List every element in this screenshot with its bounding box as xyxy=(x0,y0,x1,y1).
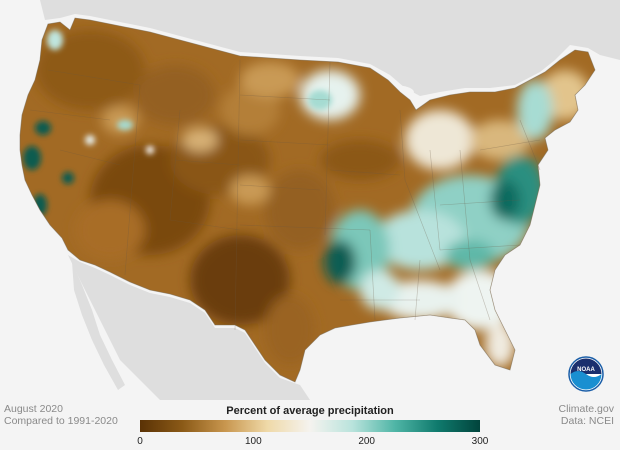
credits: Climate.gov Data: NCEI xyxy=(559,403,614,427)
us-outline xyxy=(19,17,596,383)
legend-tick: 100 xyxy=(244,436,262,447)
canada-land xyxy=(40,0,620,96)
legend-colorbar xyxy=(140,420,480,432)
legend-title: Percent of average precipitation xyxy=(226,405,394,417)
credit-source: Climate.gov xyxy=(558,403,614,415)
caption-baseline: Compared to 1991-2020 xyxy=(4,415,118,427)
state-borders xyxy=(29,59,541,331)
caption-month: August 2020 xyxy=(4,403,63,415)
baja-land xyxy=(72,262,125,390)
credit-data: Data: NCEI xyxy=(560,415,614,427)
legend-tick: 300 xyxy=(471,436,489,447)
legend-tick: 0 xyxy=(137,436,143,447)
precipitation-map xyxy=(19,0,620,400)
noaa-logo: NOAA xyxy=(568,356,604,392)
noaa-logo-text: NOAA xyxy=(577,367,595,373)
legend-tick: 200 xyxy=(358,436,375,447)
caption: August 2020 Compared to 1991-2020 xyxy=(4,403,118,427)
mexico-land xyxy=(68,255,310,400)
